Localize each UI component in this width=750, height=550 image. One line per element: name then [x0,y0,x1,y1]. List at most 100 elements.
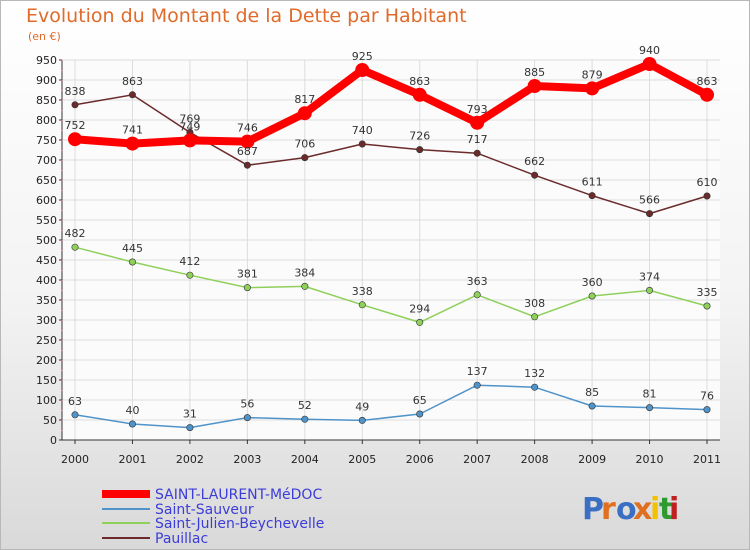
x-tick-label: 2001 [118,453,146,466]
y-tick-label: 100 [36,394,57,407]
data-point [703,406,711,414]
data-point [243,161,251,169]
data-label: 769 [179,112,200,125]
logo-letter: r [601,492,616,527]
data-label: 335 [697,286,718,299]
data-label: 445 [122,242,143,255]
data-label: 85 [585,386,599,399]
data-label: 863 [697,75,718,88]
data-point [703,192,711,200]
data-label: 611 [582,176,603,189]
data-label: 925 [352,50,373,63]
data-label: 63 [68,395,82,408]
data-label: 52 [298,399,312,412]
x-tick-label: 2008 [521,453,549,466]
data-point [646,404,654,412]
data-label: 838 [65,85,86,98]
logo-letter: x [633,492,652,527]
data-point [355,63,370,77]
data-label: 374 [639,270,660,283]
data-point [531,171,539,179]
logo-letter: i [669,492,679,527]
logo-letter: i [650,492,660,527]
y-tick-label: 850 [36,94,57,107]
data-label: 793 [467,103,488,116]
data-point [412,87,427,102]
data-point [68,132,82,147]
data-point [646,286,654,294]
y-tick-label: 750 [36,134,57,147]
data-point [128,258,136,266]
legend-label: Saint-Julien-Beychevelle [155,516,324,532]
y-tick-label: 650 [36,174,57,187]
y-tick-label: 900 [36,74,57,87]
y-tick-label: 600 [36,194,57,207]
data-point [646,210,654,218]
data-point [470,115,485,130]
x-tick-label: 2002 [176,453,204,466]
data-label: 687 [237,145,258,158]
data-label: 137 [467,365,488,378]
series-line [74,94,708,215]
data-point [243,284,251,292]
data-point [588,192,596,200]
data-point [416,146,424,154]
data-label: 40 [125,404,139,417]
x-tick-label: 2004 [291,453,319,466]
y-tick-label: 350 [36,294,57,307]
data-point [358,140,366,148]
chart-title: Evolution du Montant de la Dette par Hab… [26,5,467,27]
x-tick-label: 2010 [636,453,664,466]
y-tick-label: 150 [36,374,57,387]
y-tick-label: 700 [36,154,57,167]
y-tick-label: 400 [36,274,57,287]
data-label: 863 [409,75,430,88]
data-label: 749 [179,120,200,133]
legend: SAINT-LAURENT-MéDOCSaint-SauveurSaint-Ju… [102,487,324,547]
data-point [128,91,136,99]
logo-letter: o [616,492,637,527]
data-point [700,87,714,102]
y-tick-label: 450 [36,254,57,267]
data-label: 132 [524,367,545,380]
data-point [642,57,657,71]
data-label: 717 [467,133,488,146]
data-point [301,154,309,162]
y-tick-label: 500 [36,234,57,247]
data-point [243,414,251,422]
data-label: 726 [409,130,430,143]
data-point [186,271,194,279]
data-label: 610 [697,176,718,189]
data-label: 885 [524,66,545,79]
y-tick-label: 200 [36,354,57,367]
data-label: 31 [183,408,197,421]
y-tick-label: 300 [36,314,57,327]
data-point [240,134,255,149]
data-point [71,411,79,419]
data-label: 308 [524,297,545,310]
data-point [71,243,79,251]
data-label: 294 [409,302,430,315]
series-line [74,246,708,324]
data-point [473,149,481,157]
data-label: 746 [237,122,258,135]
data-point [301,415,309,423]
x-tick-label: 2003 [233,453,261,466]
data-point [71,101,79,109]
axes: 0 50 100 150 200 250 300 350 400 450 500 550 600 650 7… [36,54,721,466]
data-label: 706 [294,138,315,151]
data-point [301,282,309,290]
y-tick-label: 50 [43,414,57,427]
data-point [531,313,539,321]
data-labels: 63 40 31 56 52 49 65 137 132 85 81 76 482 445 412 381 38… [65,44,718,421]
y-tick-label: 0 [50,434,57,447]
data-label: 741 [122,124,143,137]
data-label: 662 [524,155,545,168]
data-label: 49 [355,400,369,413]
x-tick-label: 2007 [463,453,491,466]
data-label: 384 [294,266,315,279]
data-label: 338 [352,285,373,298]
data-label: 65 [413,394,427,407]
